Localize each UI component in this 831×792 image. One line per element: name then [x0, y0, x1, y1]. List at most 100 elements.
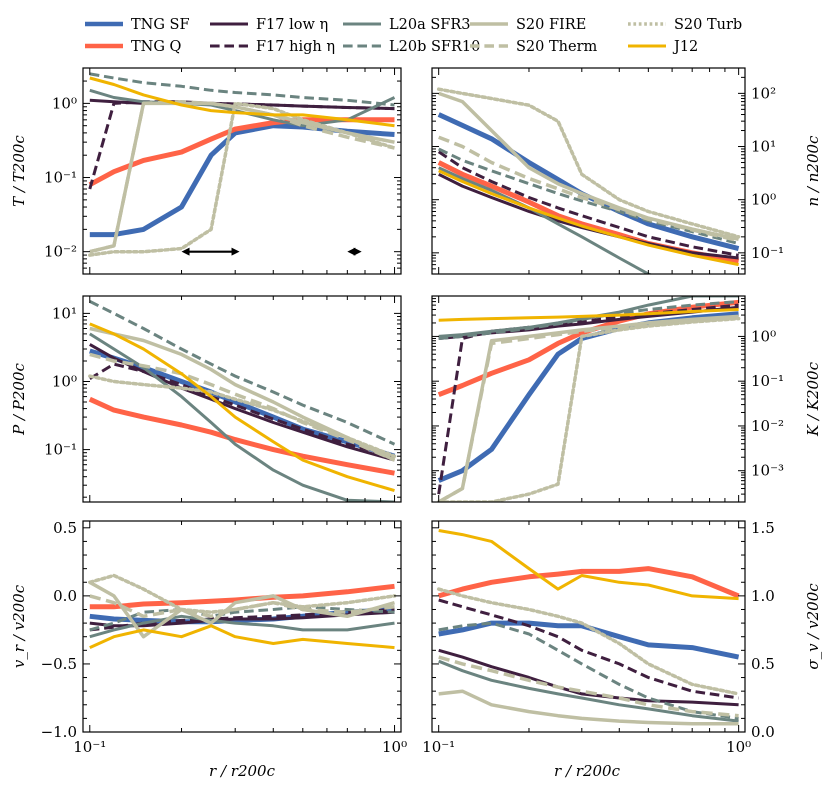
- y-tick-label: 0.5: [751, 655, 775, 673]
- y-tick-label: 10¹: [52, 304, 77, 322]
- series-f17-high-eta: [88, 100, 395, 190]
- y-tick-label: 10⁰: [751, 191, 776, 209]
- legend-label: S20 Turb: [674, 17, 742, 33]
- axes-frame: [82, 67, 402, 275]
- axes-frame: [82, 295, 402, 503]
- legend-label: J12: [672, 39, 698, 55]
- series-l20b-sfr10: [438, 621, 739, 720]
- y-tick-label: 0.5: [53, 519, 77, 537]
- series-l20b-sfr10: [89, 72, 395, 107]
- legend-entry-s20-fire: S20 FIRE: [470, 17, 586, 33]
- panels: 10⁻² 10⁻¹ 10⁰ T / T200c 10⁻¹ 10⁰ 10¹ 10² n / n20…: [10, 67, 822, 756]
- y-tick-label: 0.0: [751, 723, 775, 741]
- legend-label: F17 high η: [256, 39, 335, 55]
- panel-n: 10⁻¹ 10⁰ 10¹ 10² n / n200c: [431, 67, 822, 275]
- series-s20-turb: [436, 87, 741, 239]
- y-tick-label: 10⁰: [52, 372, 77, 390]
- legend-entry-s20-turb: S20 Turb: [628, 17, 742, 33]
- legend-entry-tng-q: TNG Q: [85, 39, 182, 55]
- y-tick-label: 10²: [751, 84, 776, 102]
- legend-label: L20b SFR10: [389, 39, 480, 55]
- series-s20-therm: [89, 100, 395, 254]
- series-j12: [438, 169, 739, 267]
- y-tick-label: 10⁻²: [44, 243, 77, 261]
- series-j12: [89, 624, 395, 650]
- series-s20-fire: [438, 689, 739, 726]
- legend-label: S20 Therm: [516, 39, 598, 55]
- series-f17-high-eta: [89, 362, 395, 458]
- series-l20a-sfr3: [89, 88, 396, 128]
- ticks: [83, 521, 401, 733]
- y-tick-label: 10⁰: [52, 94, 77, 112]
- legend-entry-tng-sf: TNG SF: [85, 17, 190, 33]
- y-axis-label-P: P / P200c: [10, 363, 28, 436]
- y-tick-label: 10⁻¹: [751, 372, 784, 390]
- y-tick-label: 10⁻¹: [751, 244, 784, 262]
- series-l20b-sfr10: [438, 300, 739, 340]
- ticks: [83, 67, 401, 275]
- y-tick-label: 10⁻²: [751, 417, 784, 435]
- series-j12: [438, 529, 739, 601]
- series-l20a-sfr3: [89, 614, 395, 639]
- y-tick-label: 10⁻¹: [44, 441, 77, 459]
- series-j12: [438, 308, 739, 322]
- x-tick-label: 10⁰: [382, 738, 407, 756]
- series-s20-therm: [437, 315, 739, 502]
- legend-label: S20 FIRE: [516, 17, 586, 33]
- series-tng-sf: [437, 112, 740, 252]
- ticks: [432, 295, 745, 503]
- y-tick-label: 1.5: [751, 519, 775, 537]
- series-lines: [88, 573, 397, 650]
- x-tick-label: 10⁻¹: [422, 738, 455, 756]
- series-lines: [88, 72, 397, 257]
- y-axis-label-K: K / K200c: [804, 361, 822, 437]
- legend-entry-j12: J12: [628, 39, 698, 55]
- series-f17-low-eta: [438, 305, 739, 340]
- y-axis-label-T: T / T200c: [10, 135, 28, 207]
- series-j12: [89, 322, 395, 493]
- x-tick-label: 10⁰: [726, 738, 751, 756]
- series-lines: [436, 296, 741, 502]
- series-l20a-sfr3: [438, 659, 739, 723]
- double-arrow-annotation: [181, 247, 240, 256]
- panel-vr: 10⁻¹ 10⁰ −1.0 −0.5 0.0 0.5 v_r / v200c: [10, 519, 407, 756]
- y-tick-label: 10¹: [751, 138, 776, 156]
- ticks: [432, 67, 745, 275]
- series-lines: [436, 529, 741, 726]
- y-tick-label: 10⁰: [751, 327, 776, 345]
- axes-frame: [82, 520, 402, 733]
- series-s20-fire: [89, 326, 396, 462]
- y-axis-label-n: n / n200c: [804, 135, 822, 207]
- series-s20-turb: [88, 573, 397, 614]
- legend-entry-l20b-sfr10: L20b SFR10: [343, 39, 480, 55]
- y-tick-label: −1.0: [41, 723, 77, 741]
- legend-entry-f17-low-eta: F17 low η: [210, 17, 328, 33]
- legend-entry-s20-therm: S20 Therm: [470, 39, 598, 55]
- y-tick-label: −0.5: [41, 655, 77, 673]
- legend-label: TNG Q: [131, 39, 182, 55]
- series-l20a-sfr3: [89, 332, 395, 502]
- legend-entry-f17-high-eta: F17 high η: [210, 39, 335, 55]
- series-s20-turb: [436, 316, 741, 502]
- series-l20a-sfr3: [438, 166, 653, 274]
- series-tng-sf: [438, 620, 740, 660]
- series-f17-high-eta: [437, 150, 739, 257]
- x-tick-label: 10⁻¹: [73, 738, 106, 756]
- legend-label: L20a SFR3: [389, 17, 470, 33]
- series-f17-low-eta: [438, 172, 739, 260]
- legend: TNG SF TNG Q F17 low η F17 high η L20a SFR3 L…: [85, 17, 742, 55]
- series-tng-q: [89, 583, 395, 610]
- series-s20-turb: [436, 587, 741, 696]
- x-axis-label-left: r / r200c: [209, 762, 276, 780]
- series-tng-q: [438, 566, 740, 599]
- series-s20-fire: [438, 91, 739, 242]
- series-s20-therm: [438, 135, 739, 243]
- series-l20b-sfr10: [89, 300, 396, 446]
- double-arrow-annotation: [347, 247, 362, 256]
- series-s20-therm: [89, 352, 396, 462]
- series-lines: [436, 87, 741, 274]
- legend-entry-l20a-sfr3: L20a SFR3: [343, 17, 470, 33]
- axes-frame: [431, 520, 746, 733]
- ticks: [432, 521, 745, 733]
